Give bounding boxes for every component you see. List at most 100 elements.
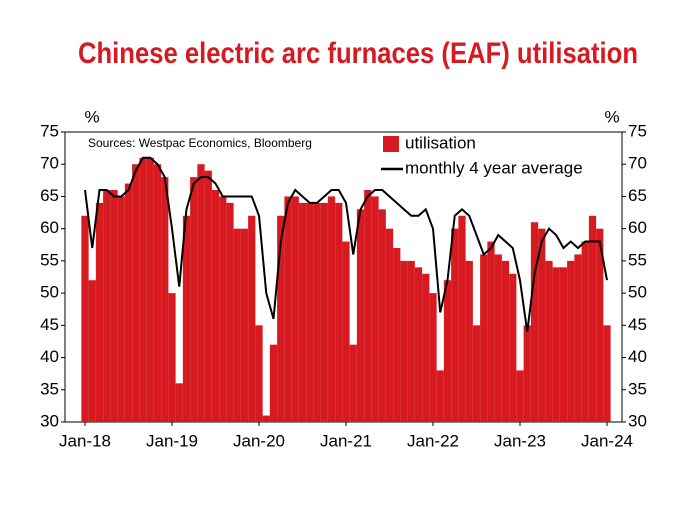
legend-label: utilisation	[405, 133, 476, 152]
bar	[364, 190, 372, 422]
bar	[385, 228, 394, 422]
bar	[269, 344, 278, 422]
bar	[407, 260, 415, 422]
bar	[110, 190, 118, 422]
bar	[559, 267, 568, 422]
y2-unit: %	[604, 107, 619, 126]
bar	[581, 241, 589, 422]
bar	[291, 196, 299, 422]
bar	[574, 254, 582, 422]
bar	[349, 344, 357, 422]
bar	[320, 202, 328, 422]
bar	[393, 248, 401, 422]
y2-tick-label: 35	[628, 379, 647, 398]
bar	[487, 241, 495, 422]
x-tick-label: Jan-21	[320, 431, 372, 450]
bar	[342, 241, 350, 422]
y-tick-label: 35	[40, 379, 59, 398]
bar	[327, 196, 336, 422]
y-tick-label: 50	[40, 283, 59, 302]
y-tick-label: 40	[40, 347, 59, 366]
y2-tick-label: 75	[628, 121, 647, 140]
bar	[530, 222, 539, 422]
legend-swatch	[383, 136, 399, 152]
y2-tick-label: 40	[628, 347, 647, 366]
bar	[211, 190, 220, 422]
bar	[298, 202, 307, 422]
y2-tick-label: 50	[628, 283, 647, 302]
line	[84, 156, 608, 332]
bar	[182, 215, 191, 422]
bar	[132, 164, 140, 422]
bar	[465, 260, 473, 422]
bar	[400, 260, 408, 422]
bar	[494, 254, 502, 422]
bar	[414, 267, 423, 422]
bar	[306, 202, 314, 422]
y2-tick-label: 70	[628, 154, 647, 173]
bar	[501, 260, 510, 422]
bar	[545, 260, 553, 422]
bar	[335, 202, 343, 422]
bar	[240, 228, 249, 422]
y2-tick-label: 30	[628, 411, 647, 430]
y-tick-label: 70	[40, 154, 59, 173]
bar	[356, 209, 365, 422]
bar	[197, 164, 205, 422]
y2-tick-label: 60	[628, 218, 647, 237]
bar	[139, 157, 147, 422]
bar	[95, 202, 104, 422]
y2-tick-label: 45	[628, 315, 647, 334]
bar	[451, 228, 459, 422]
bar	[313, 202, 321, 422]
bar	[429, 293, 437, 422]
x-tick-label: Jan-19	[146, 431, 198, 450]
y2-tick-label: 65	[628, 186, 647, 205]
bar	[233, 228, 241, 422]
bar	[436, 370, 444, 422]
bar	[371, 196, 379, 422]
y2-tick-label: 55	[628, 250, 647, 269]
bar	[88, 280, 96, 422]
bar	[458, 215, 466, 422]
bar	[480, 254, 488, 422]
bar	[146, 157, 154, 422]
y-tick-label: 75	[40, 121, 59, 140]
bar	[168, 293, 176, 422]
bar	[378, 209, 386, 422]
bar	[255, 325, 263, 422]
y-tick-label: 30	[40, 411, 59, 430]
bar	[516, 370, 524, 422]
bar	[596, 228, 604, 422]
bar	[262, 415, 270, 422]
bar	[81, 215, 89, 422]
bar	[153, 164, 162, 422]
x-tick-label: Jan-23	[494, 431, 546, 450]
y-unit: %	[84, 107, 99, 126]
bar	[284, 196, 292, 422]
x-tick-label: Jan-22	[407, 431, 459, 450]
x-tick-label: Jan-20	[233, 431, 285, 450]
bar	[538, 228, 546, 422]
bar	[603, 325, 611, 422]
x-tick-label: Jan-24	[581, 431, 633, 450]
bar	[509, 273, 517, 422]
bar	[219, 196, 227, 422]
bar	[588, 215, 597, 422]
y-tick-label: 45	[40, 315, 59, 334]
bar	[472, 325, 481, 422]
bar	[161, 177, 169, 422]
bar	[124, 183, 133, 422]
bar	[567, 260, 575, 422]
legend-label: monthly 4 year average	[405, 158, 583, 177]
y-tick-label: 55	[40, 250, 59, 269]
bar	[103, 190, 111, 422]
chart-title: Chinese electric arc furnaces (EAF) util…	[78, 37, 638, 70]
bar	[204, 170, 212, 422]
y-tick-label: 65	[40, 186, 59, 205]
bar	[248, 215, 256, 422]
y-tick-label: 60	[40, 218, 59, 237]
source: Sources: Westpac Economics, Bloomberg	[88, 136, 312, 150]
bar	[175, 383, 183, 422]
